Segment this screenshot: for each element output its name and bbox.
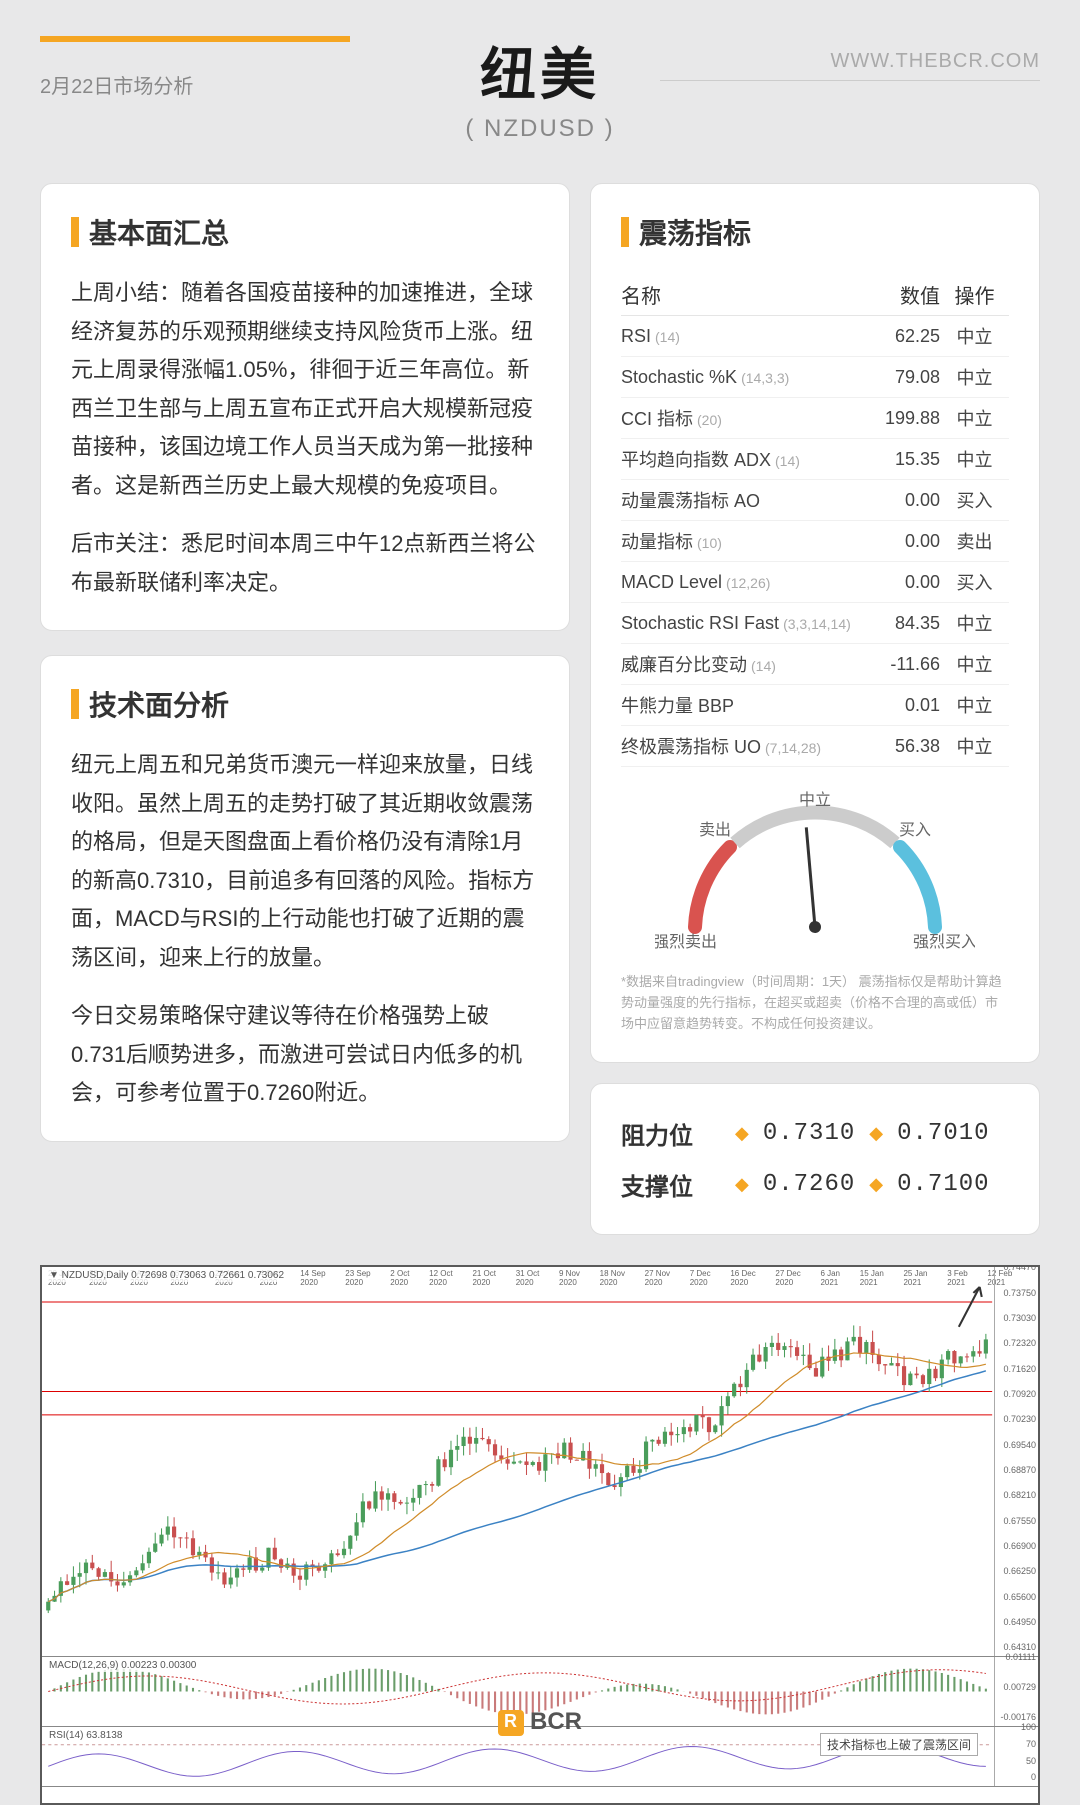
- r1: 0.7310: [763, 1120, 855, 1147]
- header-right-line: [660, 80, 1040, 81]
- svg-text:中立: 中立: [799, 791, 831, 809]
- dot-icon: ◆: [869, 1174, 883, 1195]
- table-row: Stochastic RSI Fast(3,3,14,14)84.35中立: [621, 603, 1009, 644]
- levels-card: 阻力位 ◆ 0.7310 ◆ 0.7010 支撑位 ◆ 0.7260 ◆ 0.7…: [590, 1083, 1040, 1235]
- svg-text:强烈买入: 强烈买入: [913, 933, 975, 951]
- table-row: MACD Level(12,26)0.00买入: [621, 562, 1009, 603]
- header-accent-line: [40, 36, 350, 42]
- table-row: 终极震荡指标 UO(7,14,28)56.38中立: [621, 726, 1009, 767]
- fundamentals-p1: 上周小结：随着各国疫苗接种的加速推进，全球经济复苏的乐观预期继续支持风险货币上涨…: [71, 274, 539, 505]
- dot-icon: ◆: [735, 1123, 749, 1144]
- header-url: WWW.THEBCR.COM: [830, 50, 1040, 73]
- chart-info: ▼ NZDUSD,Daily 0.72698 0.73063 0.72661 0…: [46, 1269, 287, 1282]
- technical-p1: 纽元上周五和兄弟货币澳元一样迎来放量，日线收阳。虽然上周五的走势打破了其近期收敛…: [71, 746, 539, 977]
- support-label: 支撑位: [621, 1167, 721, 1202]
- table-row: 动量震荡指标 AO0.00买入: [621, 480, 1009, 521]
- dot-icon: ◆: [735, 1174, 749, 1195]
- dot-icon: ◆: [869, 1123, 883, 1144]
- brand-icon: [498, 1710, 524, 1736]
- technical-card: 技术面分析 纽元上周五和兄弟货币澳元一样迎来放量，日线收阳。虽然上周五的走势打破…: [40, 655, 570, 1142]
- source-note: *数据来自tradingview（时间周期：1天） 震荡指标仅是帮助计算趋势动量…: [621, 972, 1009, 1034]
- table-row: RSI(14)62.25中立: [621, 316, 1009, 357]
- table-row: CCI 指标(20)199.88中立: [621, 398, 1009, 439]
- r2: 0.7010: [897, 1120, 989, 1147]
- table-row: 平均趋向指数 ADX(14)15.35中立: [621, 439, 1009, 480]
- macd-info: MACD(12,26,9) 0.00223 0.00300: [46, 1659, 199, 1672]
- s1: 0.7260: [763, 1171, 855, 1198]
- fundamentals-card: 基本面汇总 上周小结：随着各国疫苗接种的加速推进，全球经济复苏的乐观预期继续支持…: [40, 183, 570, 631]
- svg-text:强烈卖出: 强烈卖出: [655, 933, 717, 951]
- header-symbol: ( NZDUSD ): [40, 115, 1040, 143]
- fundamentals-title: 基本面汇总: [71, 212, 539, 252]
- th-name: 名称: [621, 274, 851, 316]
- oscillators-table: 名称 数值 操作 RSI(14)62.25中立Stochastic %K(14,…: [621, 274, 1009, 767]
- brand-text: BCR: [530, 1708, 582, 1735]
- oscillators-title: 震荡指标: [621, 212, 1009, 252]
- table-row: 牛熊力量 BBP0.01中立: [621, 685, 1009, 726]
- technical-title: 技术面分析: [71, 684, 539, 724]
- header-date: 2月22日市场分析: [40, 70, 193, 99]
- th-value: 数值: [851, 274, 940, 316]
- th-action: 操作: [940, 274, 1009, 316]
- table-row: 动量指标(10)0.00卖出: [621, 521, 1009, 562]
- s2: 0.7100: [897, 1171, 989, 1198]
- oscillators-card: 震荡指标 名称 数值 操作 RSI(14)62.25中立Stochastic %…: [590, 183, 1040, 1063]
- gauge: 中立 卖出 买入 强烈卖出 强烈买入: [621, 787, 1009, 962]
- rsi-annotation: 技术指标也上破了震荡区间: [820, 1733, 978, 1756]
- footer: BCR: [0, 1708, 1080, 1736]
- svg-text:卖出: 卖出: [699, 821, 731, 839]
- technical-p2: 今日交易策略保守建议等待在价格强势上破0.731后顺势进多，而激进可尝试日内低多…: [71, 997, 539, 1113]
- table-row: Stochastic %K(14,3,3)79.08中立: [621, 357, 1009, 398]
- fundamentals-p2: 后市关注：悉尼时间本周三中午12点新西兰将公布最新联储利率决定。: [71, 525, 539, 602]
- svg-text:买入: 买入: [899, 821, 931, 839]
- table-row: 威廉百分比变动(14)-11.66中立: [621, 644, 1009, 685]
- resistance-label: 阻力位: [621, 1116, 721, 1151]
